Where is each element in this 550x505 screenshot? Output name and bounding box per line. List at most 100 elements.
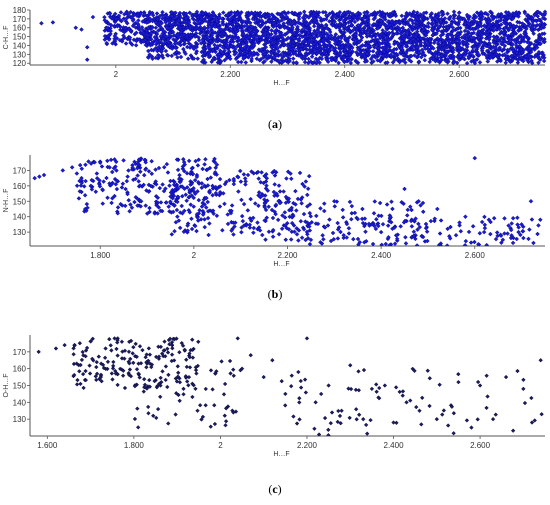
data-point bbox=[279, 39, 285, 44]
data-point bbox=[464, 418, 470, 423]
data-point bbox=[525, 13, 530, 18]
data-point bbox=[232, 46, 238, 52]
data-point bbox=[392, 57, 397, 63]
data-point bbox=[529, 25, 535, 30]
data-point bbox=[518, 24, 524, 30]
data-point bbox=[142, 157, 148, 163]
data-point bbox=[255, 22, 261, 27]
data-point bbox=[189, 226, 195, 232]
data-point bbox=[115, 205, 121, 210]
data-point bbox=[193, 158, 198, 164]
data-point bbox=[295, 29, 301, 34]
data-point bbox=[295, 24, 300, 30]
data-point bbox=[400, 393, 405, 398]
data-point bbox=[294, 208, 299, 213]
data-point bbox=[372, 199, 378, 204]
data-point bbox=[479, 17, 484, 22]
data-point bbox=[521, 386, 526, 392]
data-point bbox=[477, 60, 483, 65]
data-point bbox=[277, 200, 283, 206]
data-point bbox=[247, 20, 253, 25]
data-point bbox=[532, 42, 537, 47]
data-point bbox=[451, 431, 456, 436]
data-point bbox=[352, 19, 358, 25]
data-point bbox=[289, 10, 295, 16]
data-point bbox=[176, 21, 182, 27]
data-point bbox=[121, 158, 126, 163]
data-point bbox=[165, 14, 170, 20]
data-point bbox=[425, 238, 430, 244]
data-point bbox=[472, 155, 478, 161]
data-point bbox=[161, 188, 167, 194]
data-point bbox=[510, 240, 516, 246]
data-point bbox=[173, 15, 179, 20]
data-point bbox=[225, 44, 231, 50]
data-point bbox=[109, 182, 114, 187]
data-point bbox=[118, 27, 123, 33]
data-point bbox=[457, 40, 462, 45]
data-point bbox=[181, 19, 187, 24]
data-point bbox=[263, 27, 269, 33]
data-point bbox=[147, 384, 153, 389]
data-point bbox=[285, 169, 291, 175]
data-point bbox=[132, 199, 137, 205]
x-tick-label: 2.400 bbox=[384, 441, 405, 450]
y-tick-label: 120 bbox=[13, 59, 27, 68]
data-point bbox=[298, 197, 304, 202]
data-point bbox=[308, 10, 313, 15]
data-point bbox=[128, 356, 133, 362]
data-point bbox=[358, 44, 363, 49]
data-point bbox=[266, 33, 271, 39]
data-point bbox=[301, 226, 307, 232]
data-point bbox=[163, 39, 168, 44]
data-point bbox=[371, 16, 377, 22]
data-point bbox=[216, 25, 222, 31]
data-point bbox=[422, 57, 428, 63]
data-point bbox=[272, 193, 277, 198]
data-point bbox=[195, 189, 200, 194]
data-point bbox=[250, 34, 256, 39]
data-point bbox=[126, 26, 132, 32]
data-point bbox=[410, 13, 416, 19]
data-point bbox=[491, 34, 497, 39]
data-point bbox=[269, 16, 275, 21]
data-point bbox=[388, 214, 393, 220]
data-point bbox=[181, 46, 186, 52]
data-point bbox=[78, 183, 84, 188]
data-point bbox=[150, 12, 156, 18]
data-point bbox=[114, 186, 120, 192]
data-point bbox=[106, 21, 111, 26]
data-point bbox=[451, 39, 456, 45]
data-point bbox=[369, 34, 374, 40]
data-point bbox=[320, 233, 325, 238]
data-point bbox=[340, 207, 345, 213]
data-point bbox=[442, 16, 448, 21]
data-point bbox=[177, 225, 183, 231]
data-point bbox=[181, 229, 187, 235]
data-point bbox=[153, 179, 158, 184]
data-point bbox=[228, 26, 233, 32]
data-point bbox=[237, 168, 243, 174]
data-point bbox=[138, 199, 144, 204]
data-point bbox=[183, 16, 189, 21]
data-point bbox=[522, 10, 528, 16]
data-point bbox=[191, 56, 197, 61]
data-point bbox=[283, 391, 288, 397]
y-tick-label: 130 bbox=[13, 415, 27, 424]
data-point bbox=[183, 11, 189, 17]
data-point bbox=[361, 16, 366, 21]
data-point bbox=[374, 382, 379, 387]
data-point bbox=[169, 352, 175, 357]
data-point bbox=[425, 41, 431, 46]
data-point bbox=[126, 12, 131, 17]
data-point bbox=[507, 15, 513, 20]
data-point bbox=[186, 41, 192, 46]
data-point bbox=[271, 189, 277, 195]
data-point bbox=[335, 227, 341, 232]
data-point bbox=[487, 51, 492, 57]
data-point bbox=[330, 230, 336, 236]
data-point bbox=[235, 59, 241, 65]
data-point bbox=[445, 44, 450, 50]
data-point bbox=[94, 176, 100, 181]
data-point bbox=[428, 56, 433, 62]
